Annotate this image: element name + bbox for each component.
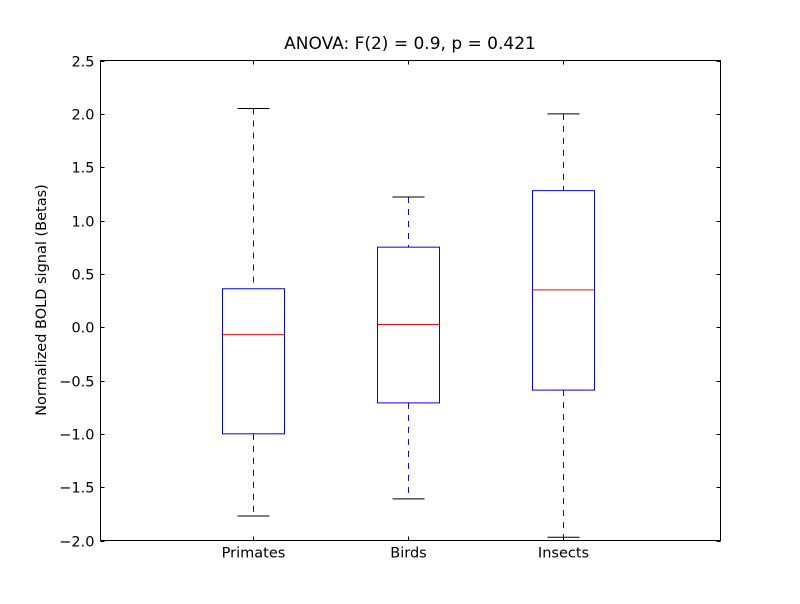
plot-area-frame <box>100 60 721 541</box>
box-iqr <box>222 288 285 435</box>
chart-title: ANOVA: F(2) = 0.9, p = 0.421 <box>284 34 536 54</box>
y-tick-label: −0.5 <box>59 375 94 391</box>
y-tick-label: −2.0 <box>59 535 94 551</box>
y-axis-label: Normalized BOLD signal (Betas) <box>34 184 50 416</box>
y-tick-label: −1.5 <box>59 481 94 497</box>
box-iqr <box>532 190 595 391</box>
y-tick-label: 2.5 <box>71 55 94 71</box>
y-tick-label: 0.0 <box>71 321 94 337</box>
y-tick-label: 2.0 <box>71 108 94 124</box>
box-iqr <box>377 246 440 404</box>
box-primates <box>222 108 285 517</box>
x-tick-label: Primates <box>222 546 286 562</box>
y-tick-label: 1.0 <box>71 215 94 231</box>
y-tick-label: 0.5 <box>71 268 94 284</box>
x-tick-label: Insects <box>538 546 589 562</box>
x-tick-label: Birds <box>390 546 426 562</box>
y-tick-label: 1.5 <box>71 161 94 177</box>
y-tick-label: −1.0 <box>59 428 94 444</box>
box-birds <box>377 196 440 500</box>
box-insects <box>532 113 595 538</box>
